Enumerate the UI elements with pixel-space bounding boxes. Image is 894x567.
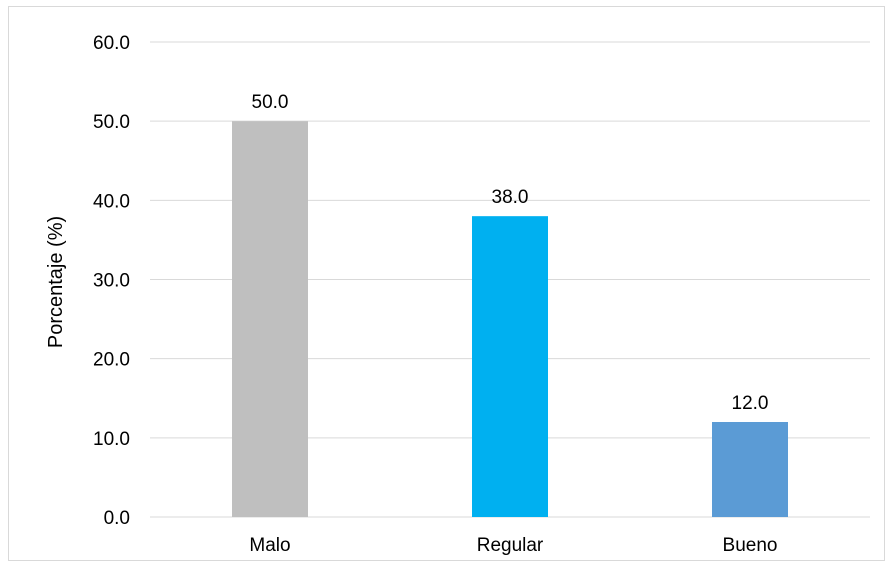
data-labels: 50.0 38.0 12.0 <box>252 92 769 414</box>
y-tick-label: 40.0 <box>93 191 130 212</box>
y-tick-label: 60.0 <box>93 33 130 54</box>
x-tick-label-regular: Regular <box>477 535 544 556</box>
bar-malo <box>232 121 308 518</box>
x-axis-ticks: Malo Regular Bueno <box>249 535 777 556</box>
data-label-bueno: 12.0 <box>732 393 769 414</box>
y-tick-label: 20.0 <box>93 350 130 371</box>
y-tick-label: 10.0 <box>93 429 130 450</box>
y-tick-label: 0.0 <box>104 508 130 529</box>
x-tick-label-bueno: Bueno <box>723 535 778 556</box>
data-label-malo: 50.0 <box>252 92 289 113</box>
data-label-regular: 38.0 <box>492 187 529 208</box>
y-axis-title: Porcentaje (%) <box>45 216 67 348</box>
bars <box>232 121 788 518</box>
x-tick-label-malo: Malo <box>249 535 290 556</box>
y-tick-label: 30.0 <box>93 271 130 292</box>
bar-regular <box>472 216 548 517</box>
y-tick-label: 50.0 <box>93 112 130 133</box>
bar-bueno <box>712 422 788 517</box>
y-axis-ticks: 0.0 10.0 20.0 30.0 40.0 50.0 60.0 <box>93 33 130 529</box>
